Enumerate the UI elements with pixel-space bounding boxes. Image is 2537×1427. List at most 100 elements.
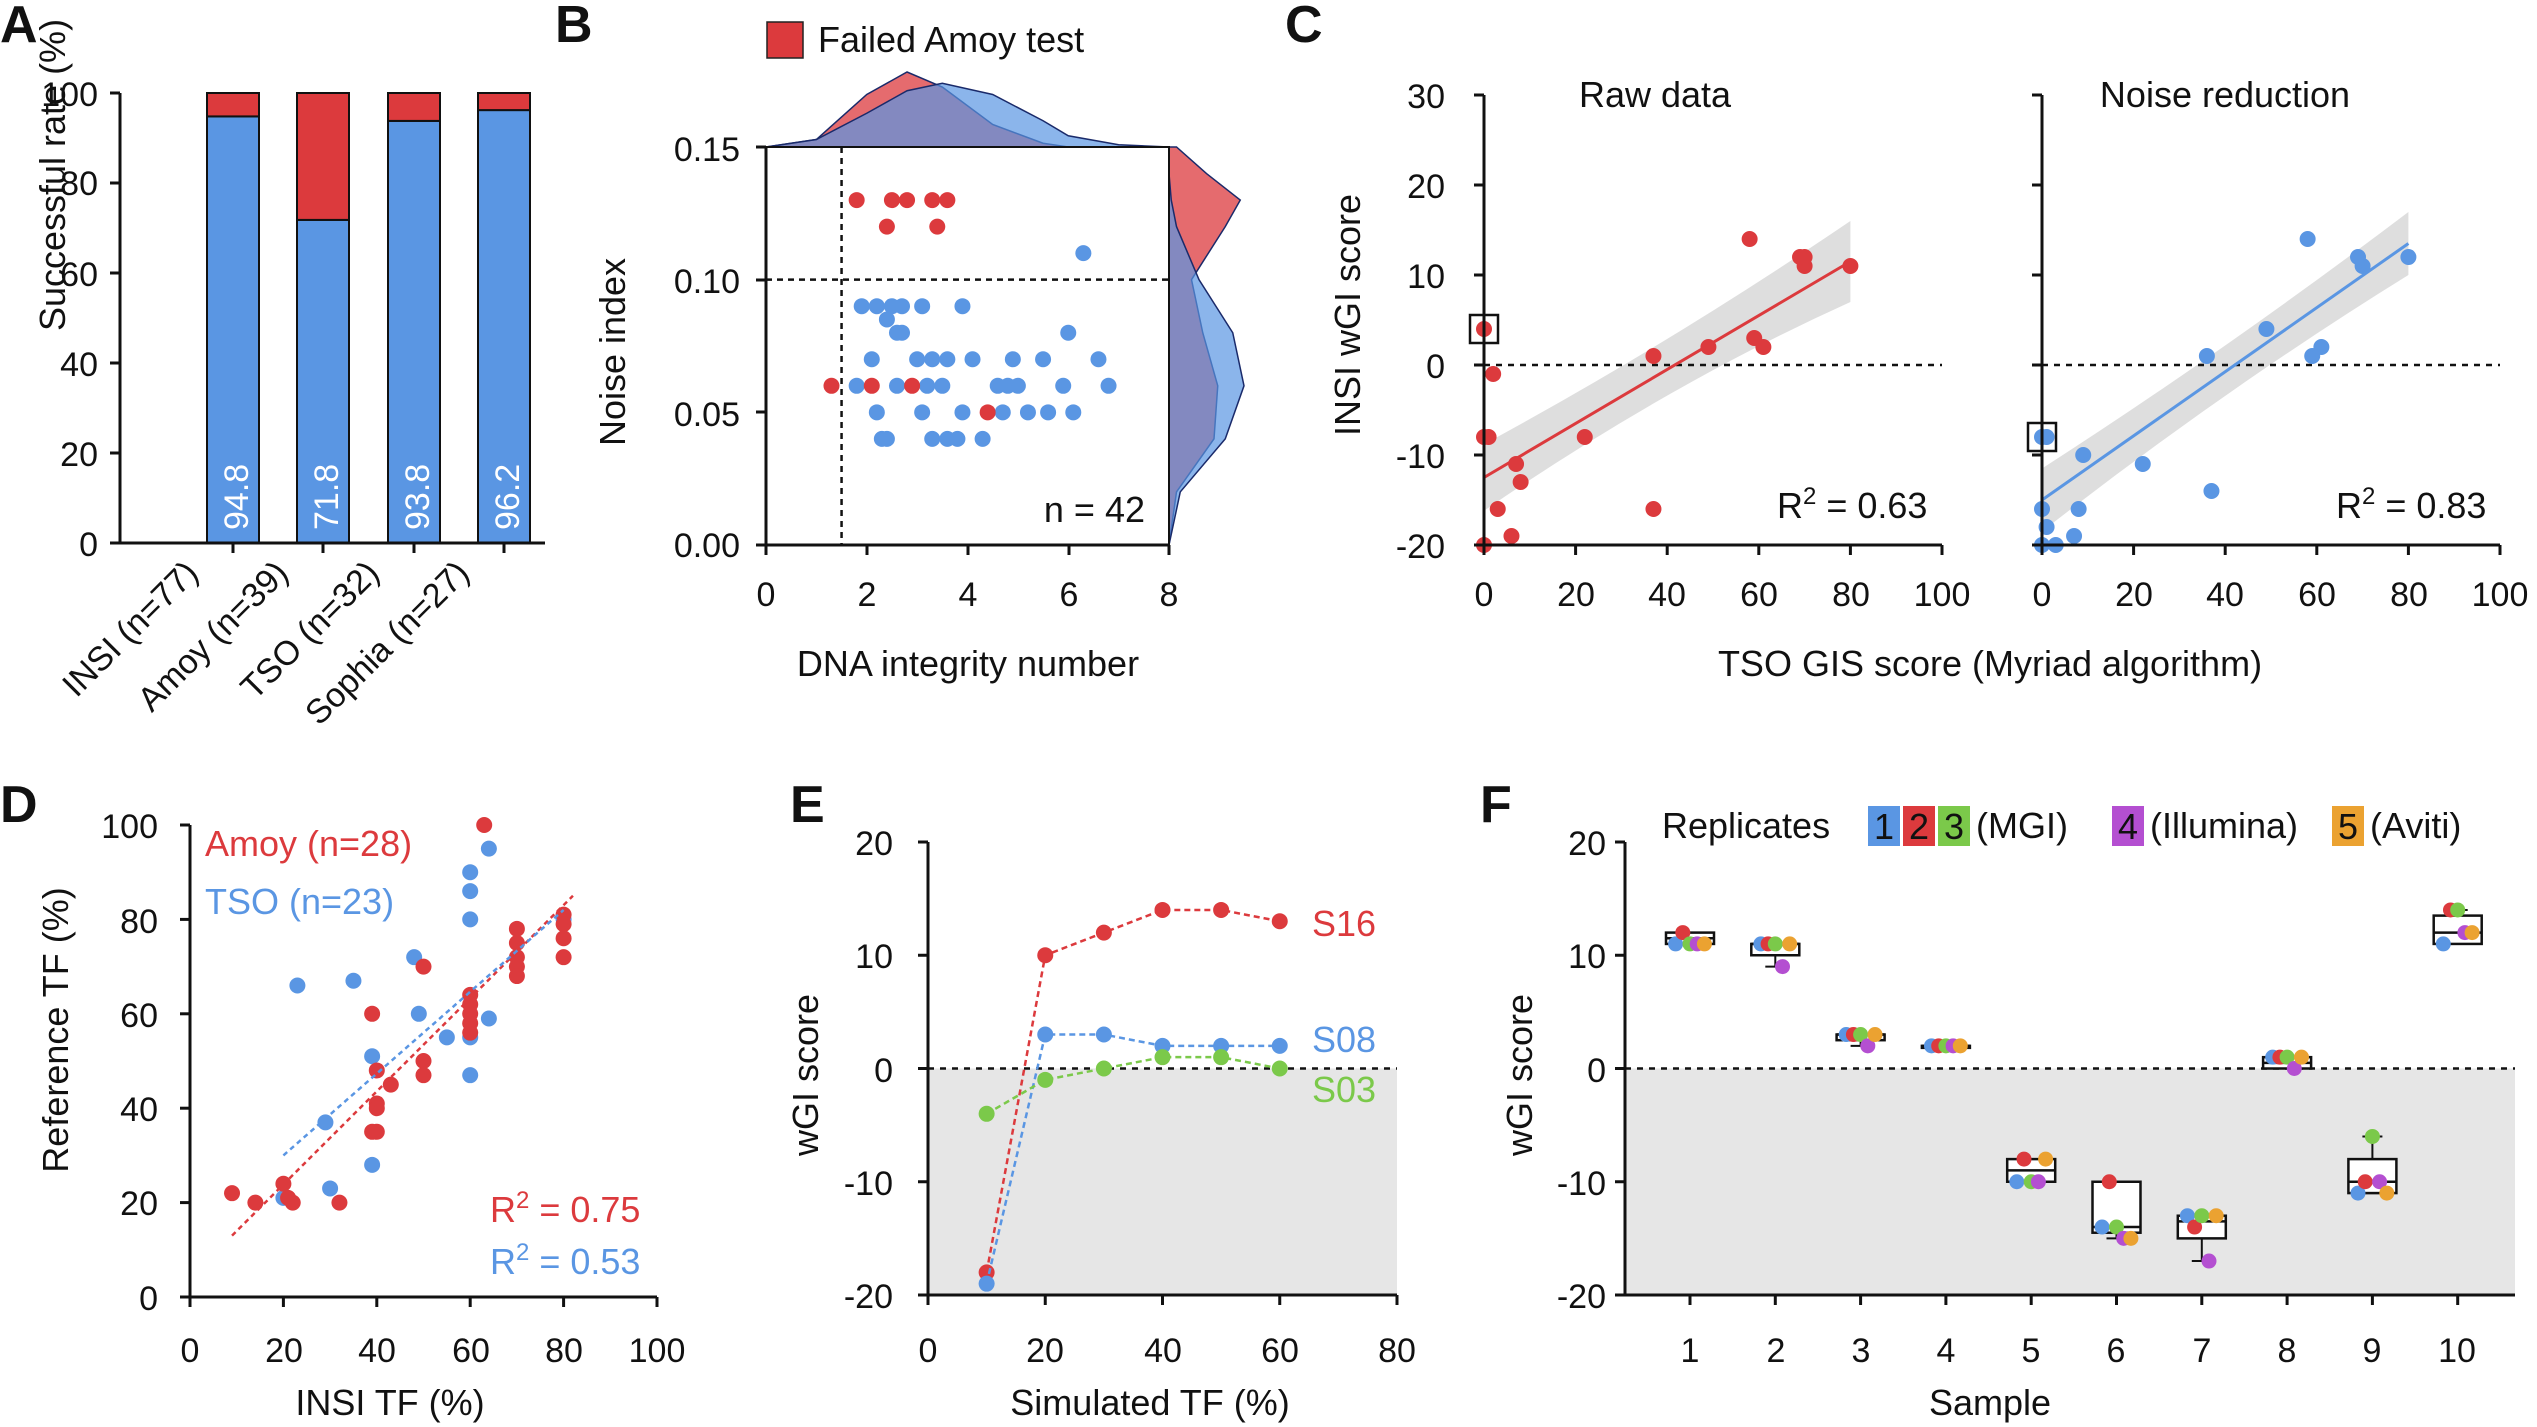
c-point [2075,447,2092,463]
c-point [1508,456,1525,472]
panel-f-yticks: -20 -10 0 10 20 [1557,825,1606,1316]
panel-d-xlabel: INSI TF (%) [295,1382,484,1423]
f-replicate-point [2450,902,2466,918]
b-point-red [904,377,921,394]
f-replicate-point [1675,925,1691,941]
f-ytick-label: 20 [1568,825,1606,863]
e-series-line [985,1033,1280,1284]
b-point-red [924,192,941,209]
b-n-annotation: n = 42 [1044,489,1145,530]
f-xtick-label: 3 [1852,1332,1871,1370]
b-point-blue [919,377,936,394]
e-series-label-s16: S16 [1312,903,1376,944]
panel-c-label: C [1285,0,1323,54]
c-ytick-label: -20 [1396,528,1445,566]
b-ytick-label: 0.15 [674,131,740,169]
b-point-red [979,404,996,421]
b-point-blue [888,377,905,394]
d-point-amoy [415,958,432,975]
c-point [1755,339,1772,355]
b-point-blue [1055,377,1072,394]
c-ytick-label: 0 [1426,348,1445,386]
b-point-blue [1065,404,1082,421]
a-value-label: 93.8 [399,464,437,530]
b-plot-area [765,146,1170,546]
f-replicate-point [2435,936,2451,952]
f-legend-item-4: 4 [2118,806,2138,847]
f-xtick-label: 9 [2363,1332,2382,1370]
panel-a-bars [206,92,531,545]
panel-d-xticks: 0 20 40 60 80 100 [181,1332,686,1370]
d-point-amoy [284,1194,301,1211]
a-bar-failure [387,92,441,122]
f-legend-item-2: 2 [1909,806,1929,847]
panel-e-plot [918,840,1399,1305]
e-ytick-label: 0 [874,1052,893,1090]
b-point-blue [914,404,931,421]
panel-b-label: B [555,0,593,54]
d-point-tso [364,1156,381,1173]
a-bar-success [296,218,350,544]
f-xtick-label: 5 [2022,1332,2041,1370]
d-point-tso [462,864,479,881]
a-ytick-label: 20 [60,436,98,474]
d-point-amoy [364,1005,381,1022]
e-series-point [1154,901,1171,918]
b-ytick-label: 0.10 [674,263,740,301]
panel-b-yticks: 0.00 0.05 0.10 0.15 [674,131,740,565]
e-xtick-label: 20 [1026,1332,1064,1370]
panel-e-yticks: -20 -10 0 10 20 [844,825,893,1316]
c-point [1700,339,1717,355]
panel-f-xlabel: Sample [1929,1382,2051,1423]
f-legend-item-3: 3 [1944,806,1964,847]
b-point-blue [1100,377,1117,394]
f-replicate-point [1775,959,1790,975]
c-point [1645,501,1662,517]
b-point-blue [954,298,971,315]
e-series-point [1271,913,1288,930]
f-ytick-label: -10 [1557,1165,1606,1203]
e-ytick-label: 10 [855,938,893,976]
f-replicate-point [2379,1185,2395,1201]
d-regression-tso [282,909,565,1157]
e-xtick-label: 0 [919,1332,938,1370]
e-ytick-label: 20 [855,825,893,863]
d-point-amoy [415,1053,432,1069]
f-replicate-point [2123,1230,2139,1246]
a-value-label: 94.8 [218,464,256,530]
b-point-blue [1009,377,1026,394]
c-point [1645,348,1662,364]
panel-c-ylabel: INSI wGI score [1327,194,1368,436]
e-series-point [1154,1037,1171,1054]
e-series-point [1271,1060,1288,1077]
c-ytick-label: -10 [1396,438,1445,476]
d-point-tso [480,840,497,857]
d-point-amoy [364,1123,381,1140]
f-replicate-point [2279,1049,2295,1065]
panel-a-value-labels: 94.8 71.8 93.8 96.2 [218,464,527,530]
f-replicate-point [2030,1174,2046,1190]
b-point-blue [994,404,1011,421]
b-point-blue [954,404,971,421]
f-replicate-point [1767,936,1783,952]
a-bar-success [477,109,531,544]
b-point-red [848,192,865,209]
c-point [2299,231,2316,247]
panel-e-xlabel: Simulated TF (%) [1010,1382,1289,1423]
b-point-blue [1019,404,1036,421]
panel-d: D Reference TF (%) INSI TF (%) 0 20 40 6… [0,776,685,1423]
panel-c-xticks-raw: 0 20 40 60 80 100 [1475,576,1971,614]
c-point [2258,321,2275,337]
b-point-blue [924,430,941,447]
d-point-tso [462,883,479,900]
e-xtick-label: 60 [1261,1332,1299,1370]
d-point-tso [462,1067,479,1084]
d-point-tso [317,1114,334,1131]
c-title-raw: Raw data [1579,74,1732,115]
c-xtick-label: 0 [1475,576,1494,614]
e-xtick-label: 80 [1378,1332,1416,1370]
f-ytick-label: -20 [1557,1278,1606,1316]
e-series-point [978,1105,995,1122]
b-ytick-label: 0.05 [674,396,740,434]
f-legend-item-1: 1 [1874,806,1894,847]
